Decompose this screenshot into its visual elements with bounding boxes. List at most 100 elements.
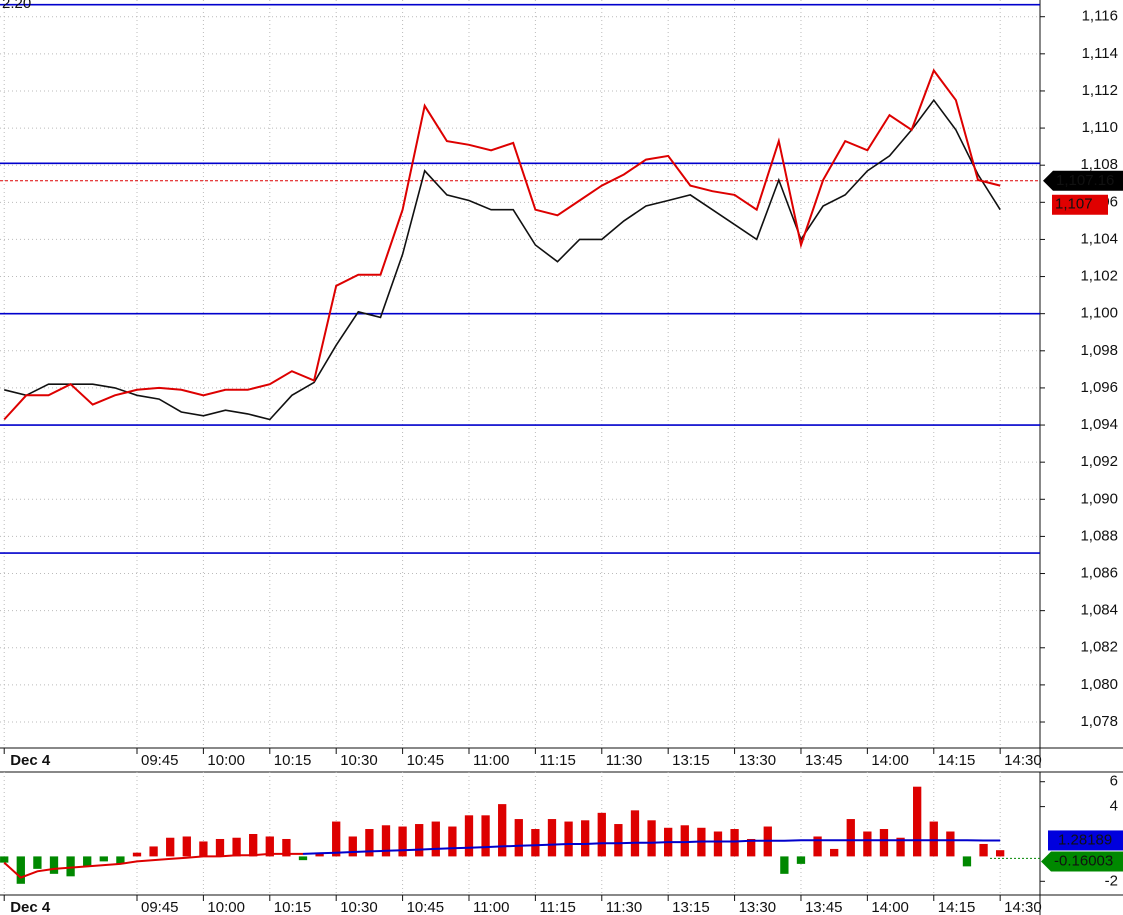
x-tick-label: 14:00 [871,899,909,915]
y-tick-label: -2 [1105,872,1118,889]
y-tick-label: 1,096 [1080,379,1118,396]
last-price-tag [1043,170,1123,191]
y-tick-label: 1,082 [1080,639,1118,656]
histogram-bar [83,856,92,867]
y-tick-label: 1,114 [1082,45,1118,62]
histogram-bar [962,856,972,867]
histogram-bar [481,815,490,857]
y-tick-label: 1,094 [1080,416,1118,433]
x-tick-label: 13:30 [739,752,777,769]
histogram-bar [298,856,308,861]
histogram-bar [215,838,225,857]
y-tick-label: 1,088 [1080,527,1118,544]
histogram-bar [747,838,756,857]
histogram-bar [564,821,573,857]
histogram-bar [796,856,806,864]
avg-price-tag [1052,194,1108,215]
histogram-bar [365,829,374,857]
value-label: -0.16003 [1054,852,1113,869]
corner-label: 2.20 [2,0,31,12]
value-tag [1048,830,1123,851]
value-tag [1041,851,1123,872]
y-tick-label: 1,116 [1082,8,1118,25]
histogram-bar [315,852,324,857]
histogram-bar [896,837,905,857]
histogram-bar [332,821,341,857]
histogram-bar [33,856,42,869]
histogram-bar [182,836,191,857]
histogram-bar [979,843,988,857]
series-line [302,839,1001,855]
y-tick-label: 1,110 [1082,119,1118,136]
y-tick-label: 1,078 [1080,713,1118,730]
y-tick-label: 1,108 [1080,156,1118,173]
histogram-bar [730,829,739,857]
x-tick-label: 10:15 [274,899,312,915]
x-tick-label: 11:15 [539,752,575,769]
y-tick-label: 1,086 [1080,564,1118,581]
x-tick-label: 11:30 [606,752,642,769]
histogram-bar [614,824,623,857]
histogram-bar [597,812,606,857]
avg-price-label: 1,107 [1055,196,1093,213]
histogram-bar [913,786,922,857]
histogram-bar [547,819,557,857]
series-line [3,68,1001,421]
histogram-bar [879,829,889,857]
x-tick-label: 10:30 [340,752,378,769]
x-tick-label: 14:30 [1004,899,1042,915]
x-tick-label: 10:30 [340,899,378,915]
x-tick-label: 10:15 [274,752,312,769]
x-tick-label: 14:15 [938,899,976,915]
histogram-bar [16,856,25,884]
x-tick-label: 14:00 [871,752,909,769]
histogram-bar [514,819,523,857]
y-tick-label: 4 [1110,798,1118,815]
histogram-bar [0,856,9,863]
histogram-bar [498,804,507,857]
histogram-bar [249,833,258,857]
histogram-bar [265,836,274,857]
x-tick-label: 10:45 [407,752,445,769]
y-tick-label: 1,112 [1082,82,1118,99]
histogram-bar [116,856,125,864]
histogram-bar [199,841,208,857]
histogram-bar [99,856,108,862]
histogram-bar [448,826,457,857]
x-tick-label: 13:45 [805,899,843,915]
histogram-bar [431,821,440,857]
y-tick-label: 1,080 [1080,676,1118,693]
histogram-bar [780,856,789,874]
histogram-bar [531,829,540,857]
x-tick-label: 13:45 [805,752,843,769]
histogram-bar [929,821,938,857]
x-tick-label: Dec 4 [10,752,51,769]
x-tick-label: 10:00 [207,899,245,915]
histogram-bar [680,825,689,857]
x-tick-label: 10:00 [207,752,245,769]
histogram-bar [232,837,241,857]
histogram-bar [464,815,474,857]
series-line [4,98,1001,421]
histogram-bar [996,850,1005,857]
series-line [3,852,303,879]
x-tick-label: 09:45 [141,752,179,769]
x-tick-label: 14:30 [1004,752,1042,769]
histogram-bar [713,831,723,857]
histogram-bar [581,820,590,857]
histogram-bar [415,824,424,857]
x-tick-label: 10:45 [407,899,445,915]
x-tick-label: 11:00 [473,752,509,769]
y-tick-label: 1,092 [1080,453,1118,470]
histogram-bar [846,819,855,857]
histogram-bar [381,825,391,857]
y-tick-label: 1,084 [1080,602,1118,619]
histogram-bar [813,836,822,857]
histogram-bar [398,826,407,857]
x-tick-label: 14:15 [938,752,976,769]
y-tick-label: 1,100 [1080,305,1118,322]
histogram-bar [946,831,955,857]
histogram-bar [166,837,175,857]
histogram-bar [282,838,291,857]
y-tick-label: 1,102 [1080,268,1118,285]
